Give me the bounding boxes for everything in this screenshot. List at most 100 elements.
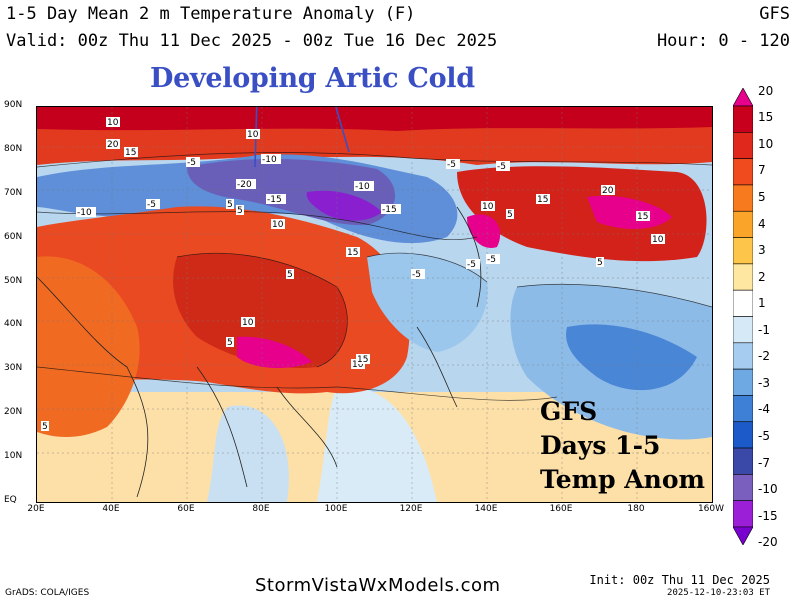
contour-label-bg [236, 205, 244, 215]
contour-label: 15 [537, 195, 548, 205]
lon-label: 160W [697, 504, 725, 514]
temperature-anomaly-map: 10 20 15 10 5 -5 -10 -15 -20 -10 -5 5 10 15 20 15 10 5 -5 1… [36, 106, 713, 503]
colorbar-label: 4 [758, 216, 766, 231]
colorbar-label: 10 [758, 136, 774, 151]
lon-label: 60E [177, 504, 195, 514]
colorbar-label: -2 [758, 349, 770, 364]
contour-label: 5 [227, 200, 233, 210]
contour-label: -10 [262, 155, 277, 165]
extreme-cold-core [306, 190, 382, 221]
lat-label: 70N [4, 187, 23, 198]
contour-label: 15 [347, 248, 358, 258]
contour-label: -5 [187, 158, 196, 168]
contour-label: 10 [247, 130, 259, 140]
colorbar-label: 5 [758, 189, 766, 204]
developing-arctic-cold-annotation: Developing Artic Cold [150, 63, 475, 94]
lat-label: 90N [4, 100, 23, 110]
colorbar-top-arrow [733, 88, 753, 107]
colorbar-label: -7 [758, 455, 770, 470]
colorbar-label: -20 [758, 535, 778, 550]
graticule [37, 107, 712, 502]
contour-label: 15 [357, 355, 368, 365]
contour-label-bg [651, 234, 665, 244]
contour-label-bg [446, 159, 460, 169]
contour-label-bg [124, 147, 138, 157]
lat-label: 60N [4, 231, 23, 242]
kamchatka-hot-spot [467, 214, 501, 248]
colorbar-label: -3 [758, 375, 770, 390]
contour-label-bg [106, 117, 120, 127]
contour-label-bg [286, 269, 294, 279]
colorbar-label: 7 [758, 163, 766, 178]
contour-label: 5 [42, 422, 48, 432]
contour-label: 10 [242, 318, 254, 328]
lon-label: 120E [399, 504, 423, 514]
colorbar-swatch [733, 105, 753, 133]
colorbar-label: 15 [758, 110, 774, 125]
central-asia-strong-warm [173, 253, 348, 368]
contour-label-bg [506, 209, 514, 219]
contour-label: 5 [227, 338, 233, 348]
contour-label-bg [466, 259, 480, 269]
colorbar-swatch [733, 342, 753, 370]
contour-label: 10 [652, 235, 664, 245]
contour-label-bg [354, 181, 374, 191]
contour-label: -10 [355, 182, 370, 192]
anomaly-contours [37, 152, 712, 401]
contour-label: 10 [352, 360, 364, 370]
indian-ocean-cool [207, 405, 289, 502]
colorbar-label: 3 [758, 243, 766, 258]
inset-line-days: Days 1-5 [540, 431, 661, 460]
contour-label: 5 [287, 270, 293, 280]
contour-label: -15 [267, 195, 282, 205]
contour-label-bg [601, 185, 615, 195]
lat-label: 80N [4, 143, 23, 154]
lon-label: 40E [102, 504, 120, 514]
color-scale-bar [733, 88, 753, 545]
contour-label-bg [146, 199, 160, 209]
contour-label-bg [536, 194, 550, 204]
colorbar-label: 1 [758, 296, 766, 311]
lat-label: 20N [4, 407, 23, 418]
bay-cool [317, 386, 437, 502]
inset-line-variable: Temp Anom [540, 465, 705, 494]
contour-label-bg [186, 157, 200, 167]
forecast-hour-range: Hour: 0 - 120 [656, 31, 790, 51]
colorbar-label: -4 [758, 402, 770, 417]
contour-label: 10 [107, 118, 119, 128]
lat-label: 50N [4, 275, 23, 286]
contour-label: 15 [125, 148, 136, 158]
colorbar-bottom-arrow [733, 526, 753, 545]
contour-label-bg [381, 204, 401, 214]
contour-label-bg [411, 269, 425, 279]
contour-label: 15 [637, 212, 648, 222]
lat-label: 40N [4, 319, 23, 330]
colorbar-swatch [733, 289, 753, 317]
contour-label-bg [486, 254, 500, 264]
beringia-warm [457, 166, 707, 262]
colorbar-label: -15 [758, 508, 778, 523]
colorbar-swatch [733, 368, 753, 396]
lat-label: 10N [4, 451, 23, 462]
lat-label: 30N [4, 363, 23, 374]
colorbar-swatch [733, 158, 753, 186]
contour-label-bg [496, 161, 510, 171]
contour-label: -10 [77, 208, 92, 218]
contour-label: -5 [467, 260, 476, 270]
contour-label-bg [346, 247, 360, 257]
contour-label-bg [266, 194, 286, 204]
colorbar-swatch [733, 474, 753, 501]
contour-label-bg [106, 139, 120, 149]
contour-label-bg [226, 199, 234, 209]
colorbar-swatch [733, 447, 753, 475]
colorbar-swatch [733, 263, 753, 291]
contour-label: 5 [507, 210, 513, 220]
contour-label-bg [271, 219, 285, 229]
contour-label-bg [261, 154, 281, 164]
lon-label: 160E [549, 504, 573, 514]
contour-label: -5 [497, 162, 506, 172]
colorbar-swatch [733, 184, 753, 212]
contour-label: -5 [147, 200, 156, 210]
init-time: Init: 00z Thu 11 Dec 2025 [589, 573, 770, 587]
